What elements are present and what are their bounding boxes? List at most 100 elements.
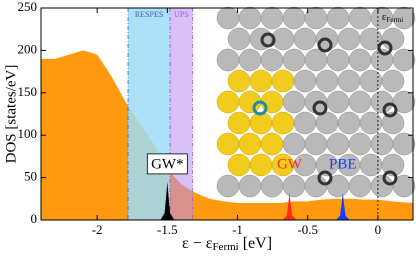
atom: [216, 132, 240, 156]
peak-area: [335, 192, 350, 220]
x-tick-label: 0: [375, 222, 382, 237]
atom: [227, 27, 251, 51]
region-label: UPS: [174, 10, 189, 19]
molecule-ring: [260, 32, 276, 48]
atom: [216, 48, 240, 72]
atom: [326, 132, 350, 156]
atom: [392, 6, 416, 30]
atom: [359, 153, 383, 177]
atom: [282, 48, 306, 72]
atom: [260, 132, 284, 156]
atom: [271, 111, 295, 135]
peak-area: [282, 192, 297, 220]
atom: [282, 90, 306, 114]
atom: [370, 174, 394, 198]
x-axis-label: ε − εFermi [eV]: [182, 235, 272, 253]
region: [170, 8, 193, 220]
atom: [337, 69, 361, 93]
x-label-main: ε − ε: [182, 235, 213, 252]
atom: [260, 48, 284, 72]
atom: [348, 132, 372, 156]
x-tick-label: -2: [92, 222, 103, 237]
region: [128, 8, 171, 220]
molecule-ring: [377, 40, 393, 56]
atom: [227, 111, 251, 135]
fermi-sub: Fermi: [387, 16, 404, 24]
atom: [238, 174, 262, 198]
atom: [348, 48, 372, 72]
plot-frame: [40, 7, 414, 221]
y-tick-label: 0: [31, 211, 38, 226]
atom: [227, 69, 251, 93]
molecule-illustration: [216, 6, 416, 198]
atom: [381, 111, 405, 135]
atom: [370, 132, 394, 156]
atom: [392, 48, 416, 72]
atom: [359, 111, 383, 135]
molecule-ring: [312, 100, 328, 116]
atom: [315, 69, 339, 93]
annotation: GW: [277, 156, 303, 172]
y-tick-label: 200: [18, 41, 38, 56]
atom: [392, 174, 416, 198]
atom: [293, 111, 317, 135]
atom: [260, 6, 284, 30]
molecule-ring: [382, 102, 398, 118]
atom: [348, 90, 372, 114]
atom: [260, 174, 284, 198]
molecule-ring: [382, 170, 398, 186]
y-tick-label: 250: [18, 0, 38, 14]
atom: [282, 132, 306, 156]
atom: [216, 90, 240, 114]
atom: [271, 69, 295, 93]
annotation-box: [146, 153, 188, 175]
atom: [326, 6, 350, 30]
atom: [282, 174, 306, 198]
atom: [326, 90, 350, 114]
atom: [227, 153, 251, 177]
molecule-ring: [317, 170, 333, 186]
atom: [326, 48, 350, 72]
atom: [238, 132, 262, 156]
atom: [381, 27, 405, 51]
atom: [304, 132, 328, 156]
fermi-label: εFermi: [382, 11, 403, 24]
molecule-ring: [317, 37, 333, 53]
atom: [216, 6, 240, 30]
atom: [381, 153, 405, 177]
x-tick-label: -1: [232, 222, 243, 237]
y-tick-label: 100: [18, 126, 38, 141]
atom: [381, 69, 405, 93]
atom: [216, 174, 240, 198]
annotation: GW*: [151, 156, 184, 172]
atom: [293, 27, 317, 51]
x-label-sub: Fermi: [212, 241, 238, 253]
atom: [392, 132, 416, 156]
x-label-unit: [eV]: [239, 235, 272, 252]
atom: [238, 48, 262, 72]
atom: [293, 69, 317, 93]
fermi-symbol: ε: [382, 11, 387, 23]
peak-area: [160, 181, 175, 220]
atom: [282, 6, 306, 30]
atom: [370, 90, 394, 114]
region-label: RESPES: [135, 10, 163, 19]
atom: [304, 174, 328, 198]
annotation: PBE: [329, 156, 357, 172]
y-tick-label: 50: [24, 169, 37, 184]
atom: [304, 6, 328, 30]
molecule-ring: [252, 100, 268, 116]
atom: [348, 174, 372, 198]
atom: [337, 27, 361, 51]
y-axis-label: DOS [states/eV]: [3, 65, 19, 164]
atom: [249, 69, 273, 93]
atom: [238, 6, 262, 30]
atom: [359, 69, 383, 93]
atom: [249, 153, 273, 177]
atom: [337, 111, 361, 135]
atom: [392, 90, 416, 114]
y-tick-label: 150: [18, 84, 38, 99]
x-tick-label: -1.5: [157, 222, 178, 237]
x-tick-label: -0.5: [297, 222, 318, 237]
